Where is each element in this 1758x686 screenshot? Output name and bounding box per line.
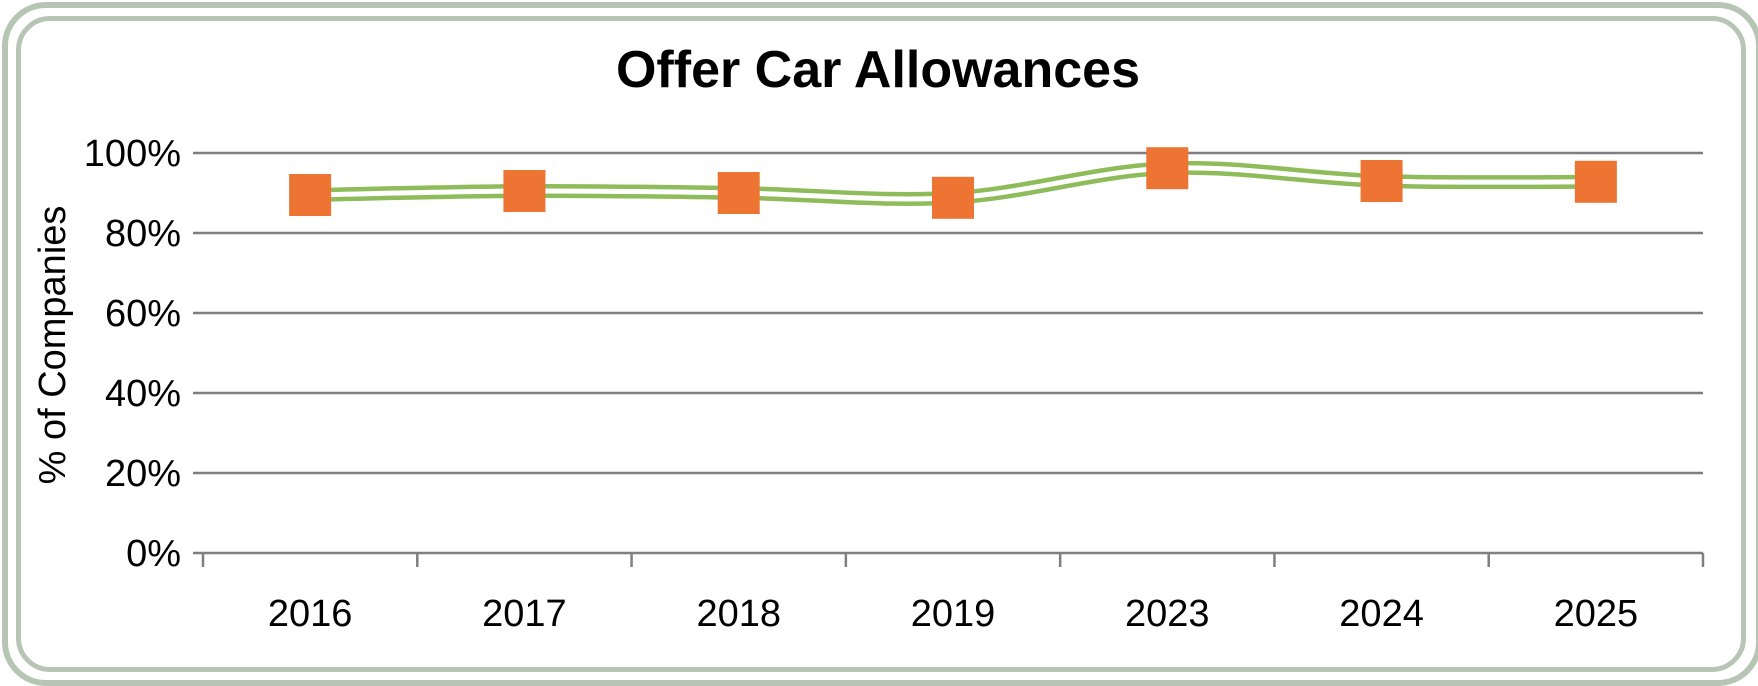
y-tick-label: 40% — [105, 373, 181, 415]
series-markers — [289, 147, 1617, 219]
x-tick-label: 2017 — [482, 593, 567, 635]
data-point-marker — [289, 174, 332, 216]
x-axis — [201, 553, 1705, 567]
y-axis-title: % of Companies — [32, 206, 74, 485]
y-tick-label: 20% — [105, 453, 181, 495]
data-point-marker — [1146, 147, 1189, 190]
y-tick-label: 60% — [105, 293, 181, 335]
data-point-marker — [932, 176, 974, 219]
data-point-marker — [503, 170, 546, 212]
x-axis-ticks: 2016 2017 2018 2019 2023 2024 2025 — [268, 593, 1638, 635]
y-tick-label: 0% — [126, 533, 181, 575]
x-tick-label: 2018 — [696, 593, 781, 635]
y-tick-label: 80% — [105, 213, 181, 255]
gridlines — [193, 151, 1703, 555]
x-tick-label: 2019 — [911, 593, 996, 635]
x-tick-label: 2023 — [1125, 593, 1210, 635]
x-tick-label: 2025 — [1554, 593, 1639, 635]
data-point-marker — [1360, 160, 1403, 202]
chart-inner-border — [16, 16, 1746, 672]
data-point-marker — [1574, 160, 1617, 203]
x-tick-label: 2016 — [268, 593, 353, 635]
chart-title: Offer Car Allowances — [616, 41, 1140, 99]
y-tick-label: 100% — [84, 133, 181, 175]
x-tick-label: 2024 — [1339, 593, 1424, 635]
data-point-marker — [717, 172, 760, 214]
y-axis-ticks: 0% 20% 40% 60% 80% 100% — [84, 133, 181, 575]
